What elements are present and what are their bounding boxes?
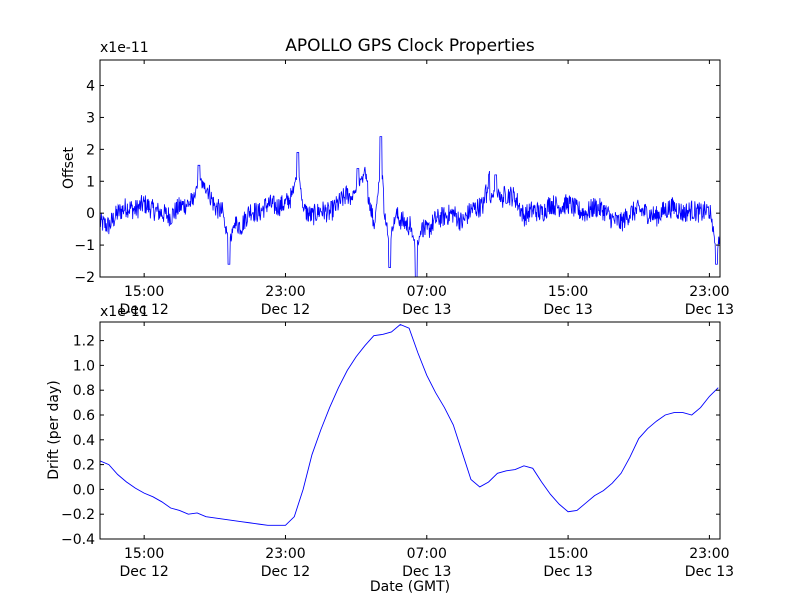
offset-x-tick-date: Dec 12 <box>261 302 310 318</box>
offset-x-tick-time: 07:00 <box>407 284 447 300</box>
drift-x-tick-time: 15:00 <box>548 546 588 562</box>
offset-axes-frame <box>99 59 721 278</box>
drift-x-tick-time: 23:00 <box>265 546 305 562</box>
offset-y-tick-label: 0 <box>86 206 95 222</box>
offset-y-tick-label: −2 <box>74 270 95 286</box>
drift-y-tick-label: 1.2 <box>73 334 95 350</box>
drift-y-tick-label: −0.2 <box>61 507 95 523</box>
offset-x-tick-date: Dec 13 <box>543 302 592 318</box>
drift-x-tick-time: 23:00 <box>689 546 729 562</box>
drift-y-tick-label: 0.0 <box>73 482 95 498</box>
offset-multiplier: x1e-11 <box>100 40 149 56</box>
offset-x-tick-time: 23:00 <box>265 284 305 300</box>
offset-x-tick-time: 23:00 <box>689 284 729 300</box>
offset-x-tick-date: Dec 13 <box>685 302 734 318</box>
offset-y-axis-label: Offset <box>61 146 77 189</box>
drift-x-tick-time: 15:00 <box>124 546 164 562</box>
drift-y-axis-label: Drift (per day) <box>46 380 62 479</box>
figure-title: APOLLO GPS Clock Properties <box>285 36 535 56</box>
drift-x-tick-date: Dec 12 <box>119 564 168 580</box>
drift-x-tick-time: 07:00 <box>407 546 447 562</box>
offset-x-tick-date: Dec 12 <box>119 302 168 318</box>
drift-axes-frame <box>99 321 721 540</box>
offset-y-tick-label: 1 <box>86 174 95 190</box>
offset-x-tick-time: 15:00 <box>548 284 588 300</box>
drift-chart: x1e-11 Drift (per day) Date (GMT) −0.4 −0… <box>46 304 734 595</box>
drift-y-tick-label: −0.4 <box>61 532 95 548</box>
offset-x-tick-time: 15:00 <box>124 284 164 300</box>
drift-x-tick-date: Dec 13 <box>543 564 592 580</box>
offset-y-tick-label: 4 <box>86 79 95 95</box>
drift-y-tick-label: 1.0 <box>73 358 95 374</box>
drift-y-tick-label: 0.2 <box>73 458 95 474</box>
drift-x-tick-date: Dec 13 <box>402 564 451 580</box>
drift-multiplier: x1e-11 <box>100 304 149 320</box>
offset-y-tick-label: −1 <box>74 238 95 254</box>
drift-x-tick-date: Dec 12 <box>261 564 310 580</box>
offset-y-tick-label: 2 <box>86 142 95 158</box>
drift-x-axis-label: Date (GMT) <box>370 579 450 595</box>
drift-x-tick-date: Dec 13 <box>685 564 734 580</box>
drift-y-tick-label: 0.8 <box>73 383 95 399</box>
drift-y-tick-label: 0.4 <box>73 433 95 449</box>
drift-y-tick-label: 0.6 <box>73 408 95 424</box>
drift-series-line <box>100 323 719 526</box>
offset-y-tick-label: 3 <box>86 110 95 126</box>
offset-chart: x1e-11 Offset −2 −1 0 1 2 3 4 15:00 Dec 12 23:00 D… <box>61 40 734 318</box>
offset-series-line <box>100 136 720 277</box>
offset-x-tick-date: Dec 13 <box>402 302 451 318</box>
